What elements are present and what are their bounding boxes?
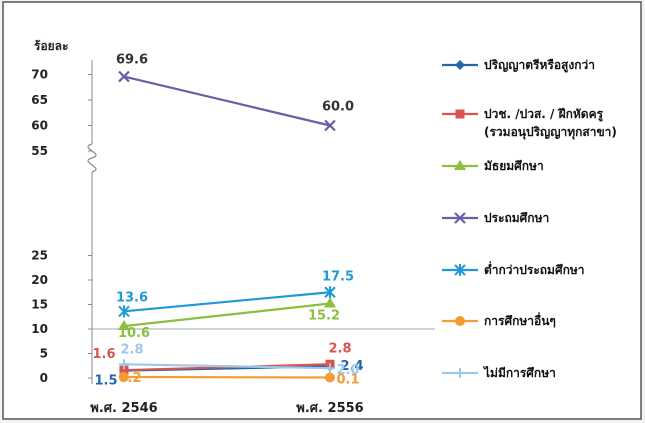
- y-tick-label: 70: [31, 68, 48, 82]
- legend-item: ปวช. /ปวส. / ฝึกหัดครู (รวมอนุปริญญาทุกสา…: [442, 107, 617, 140]
- series-2: [118, 297, 336, 331]
- data-point: [324, 119, 336, 132]
- series-line: [123, 302, 331, 328]
- data-label: 2.4: [340, 359, 363, 374]
- data-point: [118, 305, 130, 318]
- legend-label-line2: (รวมอนุปริญญาทุกสาขา): [484, 125, 617, 140]
- data-label: 0.2: [118, 371, 141, 386]
- data-point: [454, 160, 466, 170]
- data-point: [454, 212, 466, 224]
- legend-label: ไม่มีการศึกษา: [482, 365, 556, 380]
- legend-item: ต่ำกว่าประถมศึกษา: [442, 261, 585, 277]
- legend-label: ประถมศึกษา: [484, 211, 549, 225]
- legend-item: ประถมศึกษา: [442, 211, 549, 225]
- data-point: [454, 264, 466, 276]
- x-axis: พ.ศ. 2546 พ.ศ. 2556: [90, 401, 363, 416]
- data-point: [455, 60, 465, 70]
- series-6: [119, 359, 335, 374]
- y-tick-label: 0: [40, 371, 48, 385]
- data-labels: 1.52.41.6 2.810.615.269.660.013.617.50.2 0…: [92, 53, 363, 389]
- y-tick-label: 25: [31, 249, 48, 263]
- y-tick-label: 60: [31, 119, 48, 133]
- legend-item: ปริญญาตรีหรือสูงกว่า: [442, 58, 595, 73]
- legend-label: การศึกษาอื่นๆ: [484, 312, 556, 328]
- data-label: 1.5: [94, 374, 117, 389]
- data-label: 10.6: [118, 326, 150, 341]
- y-tick-label: 10: [31, 322, 48, 336]
- data-label: 2.0: [336, 363, 359, 378]
- series-line: [123, 291, 331, 313]
- series-layer: [118, 70, 336, 383]
- legend-label: มัธยมศึกษา: [484, 159, 544, 173]
- data-point: [118, 320, 130, 331]
- y-tick-label: 55: [31, 144, 48, 158]
- data-label: 1.6: [92, 347, 115, 362]
- data-point: [325, 363, 335, 374]
- data-point: [455, 316, 465, 326]
- data-point: [455, 368, 465, 378]
- legend-label: ปวช. /ปวส. / ฝึกหัดครู: [484, 107, 604, 122]
- data-label: 2.8: [328, 341, 351, 356]
- y-axis: 0 5 10 15 20 25 55 60 65 70: [31, 60, 435, 385]
- data-point: [324, 286, 336, 299]
- data-label: 69.6: [116, 53, 148, 68]
- x-tick-label: พ.ศ. 2556: [296, 401, 363, 416]
- x-tick-label: พ.ศ. 2546: [90, 401, 157, 416]
- axis-break-mark: [87, 143, 97, 173]
- data-point: [118, 70, 130, 83]
- series-line: [123, 75, 331, 127]
- y-tick-label: 15: [31, 298, 48, 312]
- legend-item: มัธยมศึกษา: [442, 159, 544, 173]
- legend-label: ต่ำกว่าประถมศึกษา: [484, 261, 585, 277]
- y-tick-label: 5: [40, 347, 48, 361]
- data-label: 2.8: [120, 342, 143, 357]
- legend-label: ปริญญาตรีหรือสูงกว่า: [484, 58, 595, 73]
- data-label: 0.1: [336, 373, 359, 388]
- data-point: [119, 372, 129, 383]
- y-tick-label: 65: [31, 93, 48, 107]
- legend-item: การศึกษาอื่นๆ: [442, 312, 556, 328]
- data-point: [324, 297, 336, 308]
- series-5: [119, 372, 335, 383]
- y-tick-label: 20: [31, 273, 48, 287]
- series-3: [118, 70, 336, 132]
- data-point: [119, 365, 129, 375]
- data-point: [325, 372, 335, 383]
- legend-item: ไม่มีการศึกษา: [442, 365, 556, 380]
- series-4: [118, 286, 336, 318]
- data-label: 15.2: [308, 309, 340, 324]
- data-point: [455, 109, 465, 119]
- data-label: 60.0: [322, 100, 354, 115]
- data-label: 17.5: [322, 269, 354, 284]
- y-axis-label: ร้อยละ: [34, 39, 68, 53]
- data-point: [119, 359, 129, 370]
- data-label: 13.6: [116, 290, 148, 305]
- series-line: [123, 363, 331, 370]
